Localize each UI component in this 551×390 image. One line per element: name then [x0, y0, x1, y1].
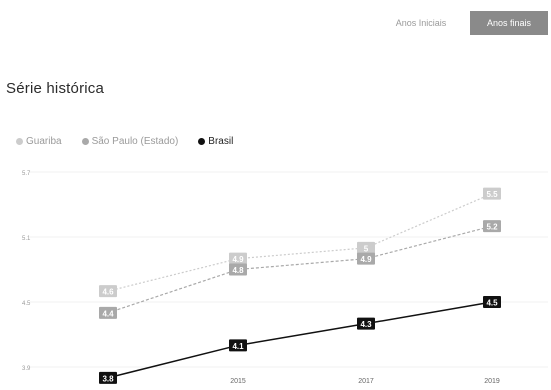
series-line-sao-paulo	[107, 225, 493, 314]
tab-anos-iniciais[interactable]: Anos Iniciais	[372, 11, 470, 35]
data-point-marker	[99, 306, 117, 319]
legend-dot-guariba	[16, 138, 23, 145]
line-chart: 5.75.14.53.920132015201720194.64.955.54.…	[22, 171, 548, 385]
legend-item-guariba[interactable]: Guariba	[16, 136, 62, 147]
data-point-marker	[229, 252, 247, 265]
legend-label-sao-paulo: São Paulo (Estado)	[91, 136, 179, 147]
y-tick-label: 5.7	[22, 171, 31, 177]
legend-dot-sao-paulo	[81, 138, 89, 145]
section-title: Série histórica	[6, 80, 105, 97]
legend-dot-brasil	[198, 138, 206, 145]
legend-label-guariba: Guariba	[26, 136, 62, 147]
data-label: 4.6	[102, 288, 114, 297]
data-point-marker	[229, 339, 247, 352]
data-point-marker	[357, 241, 375, 254]
legend-item-sao-paulo[interactable]: São Paulo (Estado)	[81, 136, 179, 147]
data-label: 5.2	[486, 223, 498, 232]
data-point-marker	[483, 187, 501, 200]
data-label: 4.4	[102, 309, 114, 318]
y-tick-label: 5.1	[22, 236, 31, 242]
data-label: 4.1	[232, 342, 244, 351]
data-point-marker	[99, 285, 117, 298]
data-label: 4.9	[360, 255, 372, 264]
y-tick-label: 4.5	[22, 301, 31, 307]
x-tick-label: 2017	[358, 378, 374, 385]
data-point-marker	[483, 296, 501, 308]
data-label: 4.5	[486, 299, 498, 308]
series-line-guariba	[107, 193, 493, 292]
legend-item-brasil[interactable]: Brasil	[198, 136, 233, 147]
series-line-brasil	[107, 301, 493, 379]
data-point-marker	[99, 371, 117, 384]
data-label: 4.8	[232, 266, 244, 275]
stage-tabs: Anos Iniciais Anos finais	[372, 11, 548, 35]
data-point-marker	[483, 220, 501, 233]
legend-label-brasil: Brasil	[208, 136, 234, 147]
chart-legend: Guariba São Paulo (Estado) Brasil	[16, 136, 233, 147]
data-label: 4.9	[232, 255, 244, 264]
y-tick-label: 3.9	[22, 366, 31, 372]
x-tick-label: 2019	[484, 378, 500, 385]
data-label: 3.8	[102, 374, 114, 383]
data-point-marker	[229, 263, 247, 276]
x-tick-label: 2015	[230, 378, 246, 385]
data-label: 5	[364, 244, 369, 253]
data-point-marker	[357, 317, 375, 330]
data-point-marker	[357, 252, 375, 265]
data-label: 4.3	[360, 320, 372, 329]
data-label: 5.5	[486, 190, 498, 199]
tab-anos-finais[interactable]: Anos finais	[470, 11, 548, 35]
